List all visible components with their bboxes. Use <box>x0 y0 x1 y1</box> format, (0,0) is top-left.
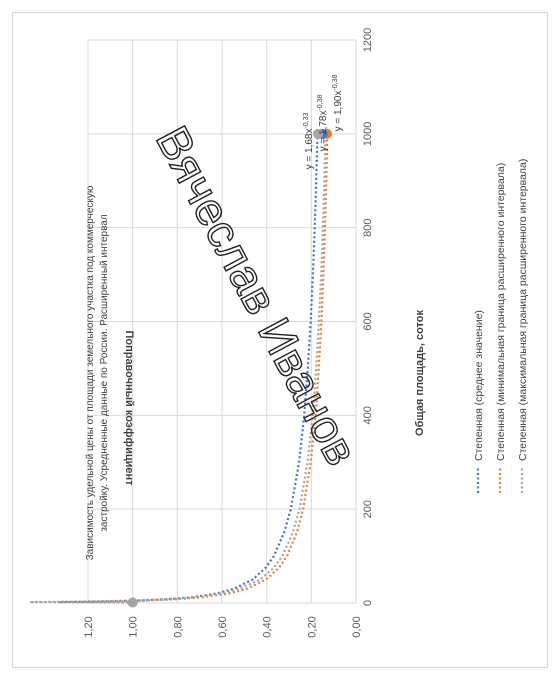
trendline-equation: y = 1,68x-0,33 <box>303 112 315 169</box>
y-tick-label: 0,00 <box>351 616 363 637</box>
legend-label: Степенная (максимальная граница расширен… <box>517 159 529 461</box>
chart-title-line: застройку. Усредненные данные по России.… <box>99 214 110 531</box>
chart: 0 200 400 600 800 1000 1200 0,00 0,20 0,40 0,60 0,8… <box>29 28 529 638</box>
series-line-3 <box>29 133 327 604</box>
series-line-1 <box>58 133 319 604</box>
chart-frame: 0 200 400 600 800 1000 1200 0,00 0,20 0,40 0,60 0,8… <box>12 12 548 668</box>
x-tick-label: 1200 <box>362 28 374 52</box>
trendline-equation: y = 1,90x-0,38 <box>332 74 344 131</box>
legend-label: Степенная (минимальная граница расширенн… <box>495 163 507 461</box>
data-point <box>127 597 138 608</box>
legend-item: Степенная (максимальная граница расширен… <box>517 159 529 493</box>
legend-label: Степенная (среднее значение) <box>473 310 485 461</box>
y-tick-label: 1,20 <box>83 616 95 637</box>
chart-title-line: Зависимость удельной цены от площади зем… <box>85 185 96 560</box>
y-tick-label: 0,40 <box>262 616 274 637</box>
x-tick-label: 600 <box>362 312 374 330</box>
watermark: Вячеслав Иванов <box>146 118 368 474</box>
x-tick-label: 1000 <box>362 122 374 146</box>
legend-item: Степенная (среднее значение) <box>473 310 485 493</box>
y-tick-label: 1,00 <box>128 616 140 637</box>
x-tick-label: 400 <box>362 406 374 424</box>
y-tick-label: 0,60 <box>217 616 229 637</box>
data-point <box>313 128 324 139</box>
trendline-equation: y = 1,78x-0,38 <box>317 94 329 151</box>
chart-title: Зависимость удельной цены от площади зем… <box>85 185 110 560</box>
x-axis-title: Общая площадь, соток <box>414 310 426 436</box>
x-tick-label: 800 <box>362 218 374 236</box>
legend: Степенная (среднее значение) Степенная (м… <box>473 159 529 493</box>
legend-item: Степенная (минимальная граница расширенн… <box>495 163 507 493</box>
y-tick-label: 0,20 <box>306 616 318 637</box>
x-tick-label: 0 <box>362 600 374 606</box>
x-tick-label: 200 <box>362 500 374 518</box>
y-axis-title: Поправочный коэффициент <box>123 330 135 486</box>
y-tick-label: 0,80 <box>172 616 184 637</box>
